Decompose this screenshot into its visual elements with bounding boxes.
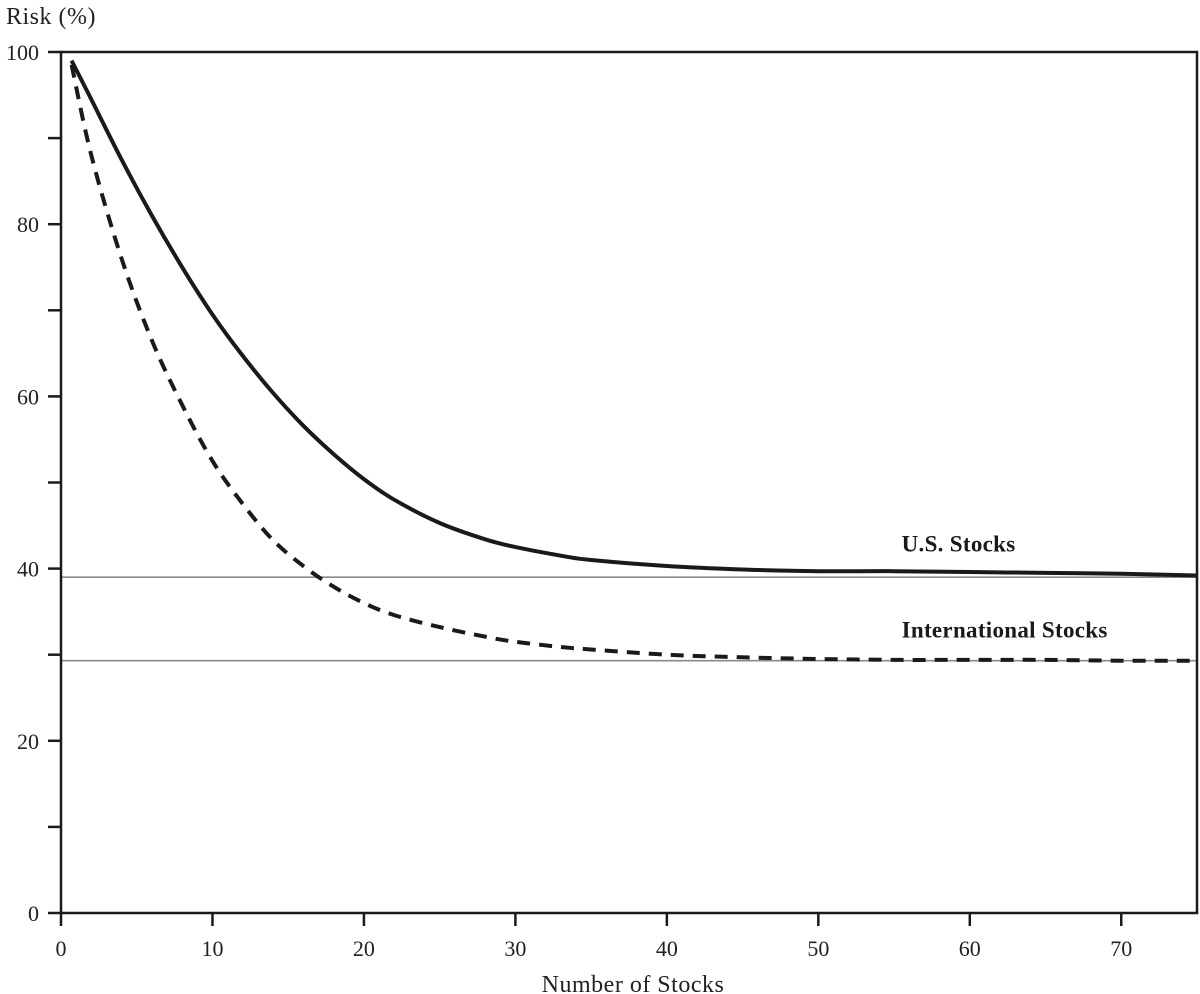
y-tick-label-40: 40 (17, 557, 39, 582)
plot-frame (59, 50, 1199, 915)
x-tick-label-50: 50 (807, 936, 829, 961)
y-tick-label-20: 20 (17, 729, 39, 754)
series-annotation-1: International Stocks (902, 617, 1108, 642)
x-tick-label-30: 30 (504, 936, 526, 961)
series-line-international (69, 64, 1198, 663)
series-layer (69, 59, 1198, 663)
series-line-us (69, 59, 1198, 578)
y-axis: 0 20 40 60 80 100 (6, 40, 61, 926)
x-tick-label-70: 70 (1110, 936, 1132, 961)
x-tick-label-10: 10 (201, 936, 223, 961)
series-annotation-0: U.S. Stocks (902, 531, 1016, 556)
y-tick-label-80: 80 (17, 212, 39, 237)
x-tick-label-60: 60 (959, 936, 981, 961)
series-annotations: U.S. Stocks International Stocks (902, 531, 1108, 642)
x-axis-title: Number of Stocks (542, 972, 725, 994)
x-axis: 0 10 20 30 40 50 60 70 (56, 913, 1132, 961)
y-tick-label-0: 0 (28, 901, 39, 926)
y-tick-label-60: 60 (17, 384, 39, 409)
y-tick-label-100: 100 (6, 40, 39, 65)
x-tick-label-40: 40 (656, 936, 678, 961)
x-tick-label-20: 20 (353, 936, 375, 961)
x-tick-label-0: 0 (56, 936, 67, 961)
y-axis-title: Risk (%) (6, 4, 96, 30)
